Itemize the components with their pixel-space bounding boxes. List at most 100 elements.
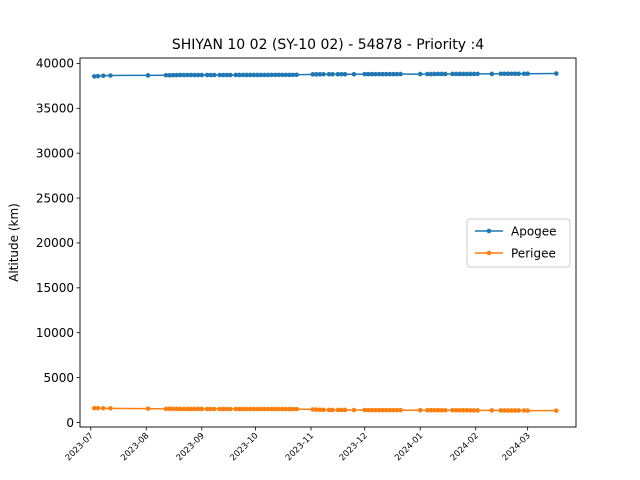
perigee-point xyxy=(185,406,190,412)
apogee-point xyxy=(314,72,319,77)
perigee-point xyxy=(177,406,183,412)
perigee-point xyxy=(516,408,521,413)
apogee-point xyxy=(254,72,260,78)
apogee-point xyxy=(217,72,222,78)
legend-label: Apogee xyxy=(511,224,557,238)
apogee-point xyxy=(244,72,249,78)
perigee-point xyxy=(244,406,249,412)
apogee-point xyxy=(335,71,341,77)
x-tick-label: 2023-09 xyxy=(175,431,207,463)
perigee-point xyxy=(468,408,473,413)
perigee-point xyxy=(489,408,495,413)
perigee-point xyxy=(342,407,348,413)
perigee-point xyxy=(475,408,480,413)
perigee-point xyxy=(251,406,256,412)
perigee-point xyxy=(351,407,357,413)
y-axis: 0 5000 10000 15000 20000 25000 30000 35000 40000 xyxy=(36,57,80,430)
apogee-point xyxy=(276,72,282,78)
apogee-point xyxy=(521,71,527,77)
apogee-point xyxy=(425,71,430,77)
apogee-point xyxy=(188,72,194,78)
perigee-point xyxy=(321,407,326,413)
perigee-point xyxy=(247,406,253,412)
perigee-point xyxy=(498,408,504,413)
apogee-point xyxy=(192,72,197,78)
apogee-point xyxy=(240,72,246,78)
perigee-point xyxy=(387,407,393,413)
apogee-point xyxy=(362,71,368,77)
perigee-point xyxy=(502,408,507,413)
perigee-point xyxy=(287,406,292,412)
perigee-point xyxy=(432,407,437,413)
apogee-point xyxy=(342,71,348,77)
apogee-point xyxy=(383,71,389,77)
perigee-point xyxy=(174,406,179,412)
perigee-point xyxy=(435,407,441,413)
perigee-point xyxy=(283,406,289,412)
perigee-point xyxy=(294,406,299,412)
apogee-point xyxy=(468,71,473,77)
apogee-point xyxy=(258,72,264,78)
y-tick-label: 35000 xyxy=(36,102,74,116)
y-tick-label: 15000 xyxy=(36,281,74,295)
perigee-point xyxy=(100,405,106,411)
legend-marker xyxy=(486,228,492,234)
perigee-point xyxy=(471,408,477,413)
perigee-point xyxy=(525,408,530,413)
apogee-point xyxy=(145,73,151,78)
perigee-point xyxy=(280,406,285,412)
perigee-point xyxy=(453,408,459,413)
perigee-point xyxy=(317,407,323,413)
perigee-point xyxy=(365,407,371,413)
apogee-point xyxy=(283,72,289,78)
apogee-point xyxy=(450,71,455,77)
perigee-point xyxy=(425,407,430,413)
perigee-point xyxy=(373,407,378,413)
perigee-point xyxy=(339,407,344,413)
apogee-point xyxy=(237,72,242,78)
apogee-point xyxy=(310,72,316,77)
apogee-point xyxy=(163,72,169,78)
x-tick-label: 2023-11 xyxy=(284,431,316,463)
apogee-point xyxy=(167,72,172,78)
plot-area xyxy=(92,71,559,413)
x-axis: 2023-07 2023-08 2023-09 2023-10 2023-11 2023-… xyxy=(64,427,533,463)
perigee-point xyxy=(509,408,514,413)
apogee-point xyxy=(208,72,214,78)
apogee-point xyxy=(365,71,371,77)
perigee-point xyxy=(394,407,400,413)
perigee-point xyxy=(362,407,368,413)
perigee-point xyxy=(554,408,559,413)
perigee-point xyxy=(369,407,375,413)
perigee-point xyxy=(457,408,462,413)
x-tick-label: 2024-02 xyxy=(449,431,481,463)
y-tick-label: 40000 xyxy=(36,57,74,71)
apogee-point xyxy=(339,71,344,77)
apogee-point xyxy=(170,72,176,78)
perigee-point xyxy=(428,407,434,413)
apogee-point xyxy=(294,72,299,78)
perigee-point xyxy=(314,407,319,412)
apogee-point xyxy=(471,71,477,77)
perigee-point xyxy=(208,406,214,412)
perigee-point xyxy=(204,406,210,412)
perigee-point xyxy=(450,408,455,413)
y-tick-label: 20000 xyxy=(36,236,74,250)
perigee-point xyxy=(188,406,194,412)
x-tick-label: 2023-07 xyxy=(64,431,96,463)
y-tick-label: 10000 xyxy=(36,326,74,340)
perigee-point xyxy=(439,408,445,413)
perigee-point xyxy=(442,408,448,413)
perigee-point xyxy=(398,407,403,413)
x-tick-label: 2024-01 xyxy=(393,431,425,463)
apogee-point xyxy=(502,71,507,77)
perigee-point xyxy=(224,406,230,412)
y-tick-label: 25000 xyxy=(36,191,74,205)
perigee-point xyxy=(237,406,242,412)
apogee-point xyxy=(398,71,403,77)
apogee-point xyxy=(321,71,326,77)
apogee-point xyxy=(439,71,445,77)
perigee-point xyxy=(262,406,267,412)
y-axis-label: Altitude (km) xyxy=(7,203,21,282)
perigee-point xyxy=(326,407,332,413)
